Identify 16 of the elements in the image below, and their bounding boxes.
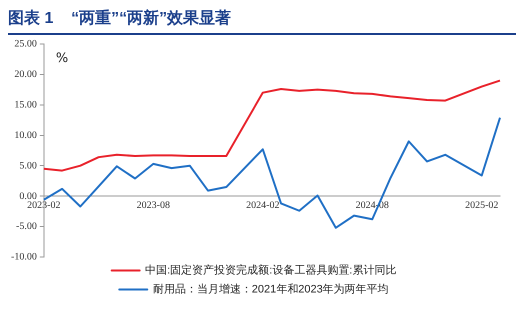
y-tick-label: -10.00 <box>10 252 37 263</box>
x-tick-label: 2024-02 <box>246 200 280 211</box>
y-tick-label: 15.00 <box>14 99 37 110</box>
legend-label: 耐用品：当月增速：2021年和2023年为两年平均 <box>152 282 389 296</box>
y-tick-label: 5.00 <box>19 160 37 172</box>
chart-title: 图表 1 “两重”“两新”效果显著 <box>8 8 516 35</box>
y-axis-title: % <box>56 50 68 66</box>
y-tick-label: 20.00 <box>14 69 37 80</box>
x-tick-label: 2025-02 <box>465 200 498 211</box>
x-tick-label: 2023-08 <box>136 200 170 211</box>
y-tick-label: 25.00 <box>14 38 37 50</box>
y-tick-label: -5.00 <box>16 221 37 232</box>
y-tick-label: 0.00 <box>19 190 37 202</box>
x-tick-label: 2023-02 <box>27 200 60 211</box>
legend-label: 中国:固定资产投资完成额:设备工器具购置:累计同比 <box>145 264 396 277</box>
y-tick-label: 10.00 <box>14 130 37 141</box>
